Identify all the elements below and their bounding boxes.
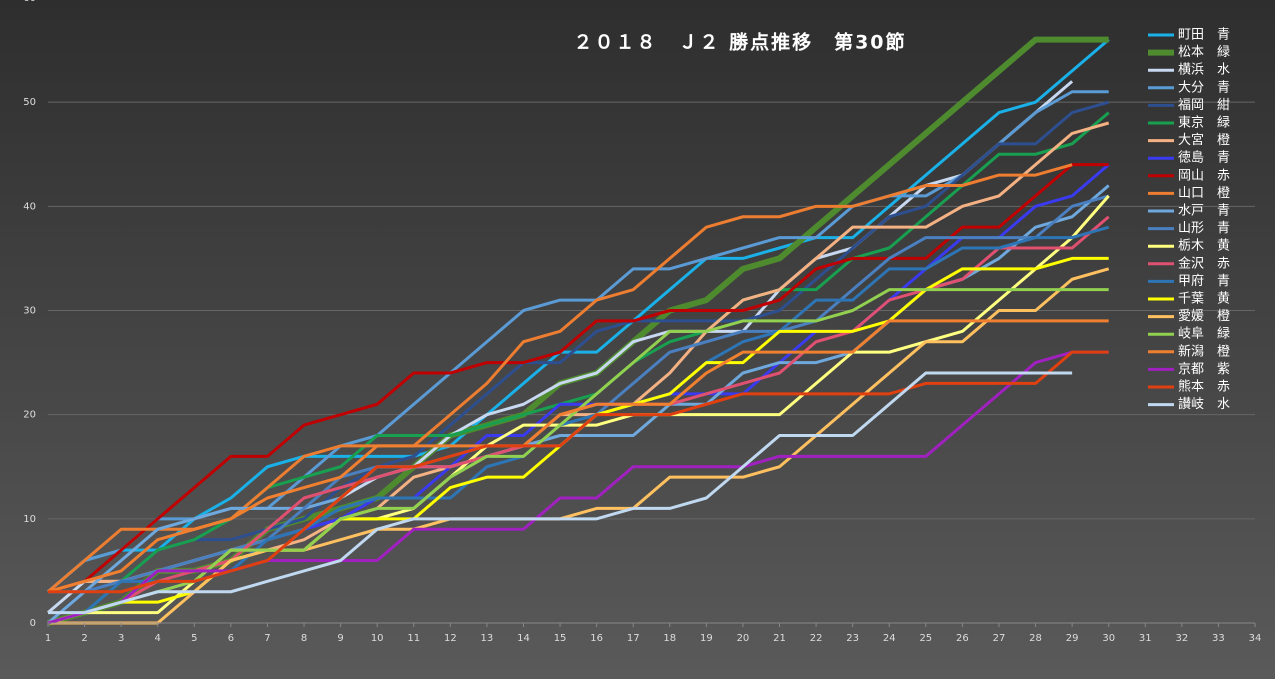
legend-label: 町田 青 — [1178, 28, 1230, 43]
series-line — [48, 267, 1110, 625]
series-line — [47, 319, 1109, 594]
x-tick-label: 19 — [700, 633, 713, 644]
legend-label: 山口 橙 — [1178, 186, 1230, 201]
legend-label: 讃岐 水 — [1178, 397, 1230, 412]
x-tick-label: 26 — [956, 633, 969, 644]
chart-title: ２０１８ Ｊ２ 勝点推移 第30節 — [573, 31, 906, 54]
legend-label: 愛媛 橙 — [1178, 309, 1230, 324]
series-line — [48, 350, 1109, 594]
x-tick-label: 21 — [773, 633, 786, 644]
legend-label: 東京 緑 — [1178, 115, 1230, 131]
legend-label: 甲府 青 — [1178, 274, 1230, 289]
y-tick-label: 40 — [23, 201, 36, 212]
series-line — [48, 371, 1073, 615]
legend-label: 福岡 紺 — [1178, 98, 1230, 113]
legend-label: 千葉 黄 — [1178, 292, 1230, 307]
legend-label: 徳島 青 — [1178, 151, 1230, 166]
x-tick-label: 22 — [810, 633, 823, 644]
legend-label: 栃木 黄 — [1178, 239, 1230, 254]
series-line — [47, 163, 1109, 594]
x-tick-label: 25 — [919, 633, 932, 644]
series-line — [47, 111, 1110, 625]
x-tick-label: 32 — [1175, 633, 1188, 644]
x-tick-label: 4 — [155, 633, 161, 644]
legend-label: 京都 紫 — [1178, 362, 1230, 377]
y-tick-label: 30 — [23, 306, 36, 317]
legend-label: 水戸 青 — [1178, 204, 1230, 219]
x-tick-label: 7 — [264, 633, 270, 644]
legend-label: 大分 青 — [1178, 80, 1230, 95]
x-tick-label: 14 — [517, 633, 530, 644]
x-tick-label: 6 — [228, 633, 234, 644]
x-tick-label: 5 — [191, 633, 197, 644]
legend-label: 山形 青 — [1178, 221, 1230, 236]
x-tick-label: 1 — [45, 633, 51, 644]
y-tick-label: 60 — [23, 0, 36, 4]
y-tick-label: 10 — [23, 514, 36, 525]
x-tick-label: 13 — [481, 633, 494, 644]
x-tick-label: 3 — [118, 633, 124, 644]
series-line — [47, 350, 1109, 625]
x-tick-label: 20 — [737, 633, 750, 644]
y-tick-label: 20 — [23, 410, 36, 421]
x-tick-label: 11 — [407, 633, 420, 644]
x-tick-label: 29 — [1066, 633, 1079, 644]
x-tick-label: 9 — [337, 633, 343, 644]
x-tick-label: 34 — [1249, 633, 1262, 644]
x-tick-label: 17 — [627, 633, 640, 644]
x-tick-label: 15 — [554, 633, 567, 644]
y-tick-label: 50 — [23, 97, 36, 108]
legend-label: 金沢 赤 — [1178, 255, 1230, 271]
legend-label: 新潟 橙 — [1178, 343, 1230, 359]
series-line — [47, 38, 1110, 593]
x-tick-label: 28 — [1029, 633, 1042, 644]
x-tick-label: 23 — [846, 633, 859, 644]
x-tick-label: 16 — [590, 633, 603, 644]
x-tick-label: 18 — [663, 633, 676, 644]
series-line — [47, 100, 1110, 625]
legend-label: 岡山 赤 — [1178, 168, 1230, 183]
legend-label: 岐阜 緑 — [1178, 326, 1230, 342]
x-tick-label: 30 — [1102, 633, 1115, 644]
legend-label: 松本 緑 — [1178, 45, 1230, 60]
legend-label: 横浜 水 — [1178, 63, 1230, 78]
x-tick-label: 27 — [993, 633, 1006, 644]
x-tick-label: 12 — [444, 633, 457, 644]
x-tick-label: 10 — [371, 633, 384, 644]
legend-label: 大宮 橙 — [1178, 132, 1230, 148]
x-tick-label: 24 — [883, 633, 896, 644]
legend-label: 熊本 赤 — [1178, 379, 1230, 395]
x-tick-label: 8 — [301, 633, 307, 644]
x-tick-label: 31 — [1139, 633, 1152, 644]
x-tick-label: 2 — [81, 633, 87, 644]
y-tick-label: 0 — [30, 618, 36, 629]
x-tick-label: 33 — [1212, 633, 1225, 644]
